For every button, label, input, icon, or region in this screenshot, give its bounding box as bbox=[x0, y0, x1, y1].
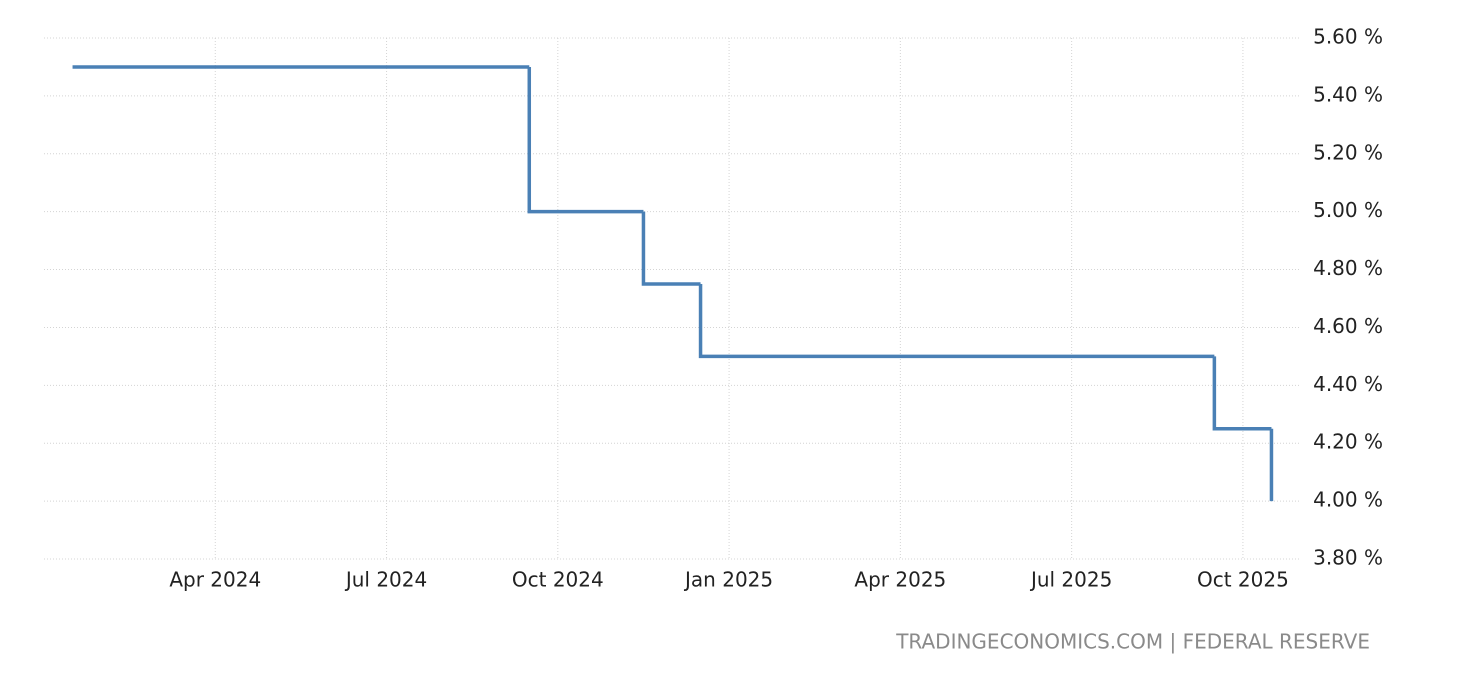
y-tick-label: 5.00 % bbox=[1313, 198, 1383, 222]
y-tick-label: 5.20 % bbox=[1313, 140, 1383, 164]
step-segment bbox=[641, 211, 701, 286]
y-tick-label: 4.80 % bbox=[1313, 256, 1383, 280]
y-tick-label: 4.00 % bbox=[1313, 488, 1383, 512]
step-segment bbox=[527, 66, 644, 214]
y-tick-label: 5.60 % bbox=[1313, 25, 1383, 49]
x-tick-label: Oct 2024 bbox=[512, 568, 604, 592]
y-tick-label: 4.60 % bbox=[1313, 314, 1383, 338]
source: TRADINGECONOMICS.COM | FEDERAL RESERVE bbox=[895, 630, 1370, 654]
y-tick-label: 4.40 % bbox=[1313, 372, 1383, 396]
x-tick-label: Apr 2024 bbox=[169, 568, 261, 592]
step-segment bbox=[698, 284, 1215, 359]
step-segment bbox=[1212, 356, 1272, 431]
y-tick-label: 3.80 % bbox=[1313, 546, 1383, 570]
y-tick-label: 4.20 % bbox=[1313, 430, 1383, 454]
x-tick-label: Apr 2025 bbox=[854, 568, 946, 592]
x-tick-label: Jul 2024 bbox=[344, 568, 427, 592]
y-tick-label: 5.40 % bbox=[1313, 82, 1383, 106]
x-tick-label: Jan 2025 bbox=[683, 568, 773, 592]
x-tick-label: Oct 2025 bbox=[1197, 568, 1289, 592]
x-tick-label: Jul 2025 bbox=[1029, 568, 1112, 592]
